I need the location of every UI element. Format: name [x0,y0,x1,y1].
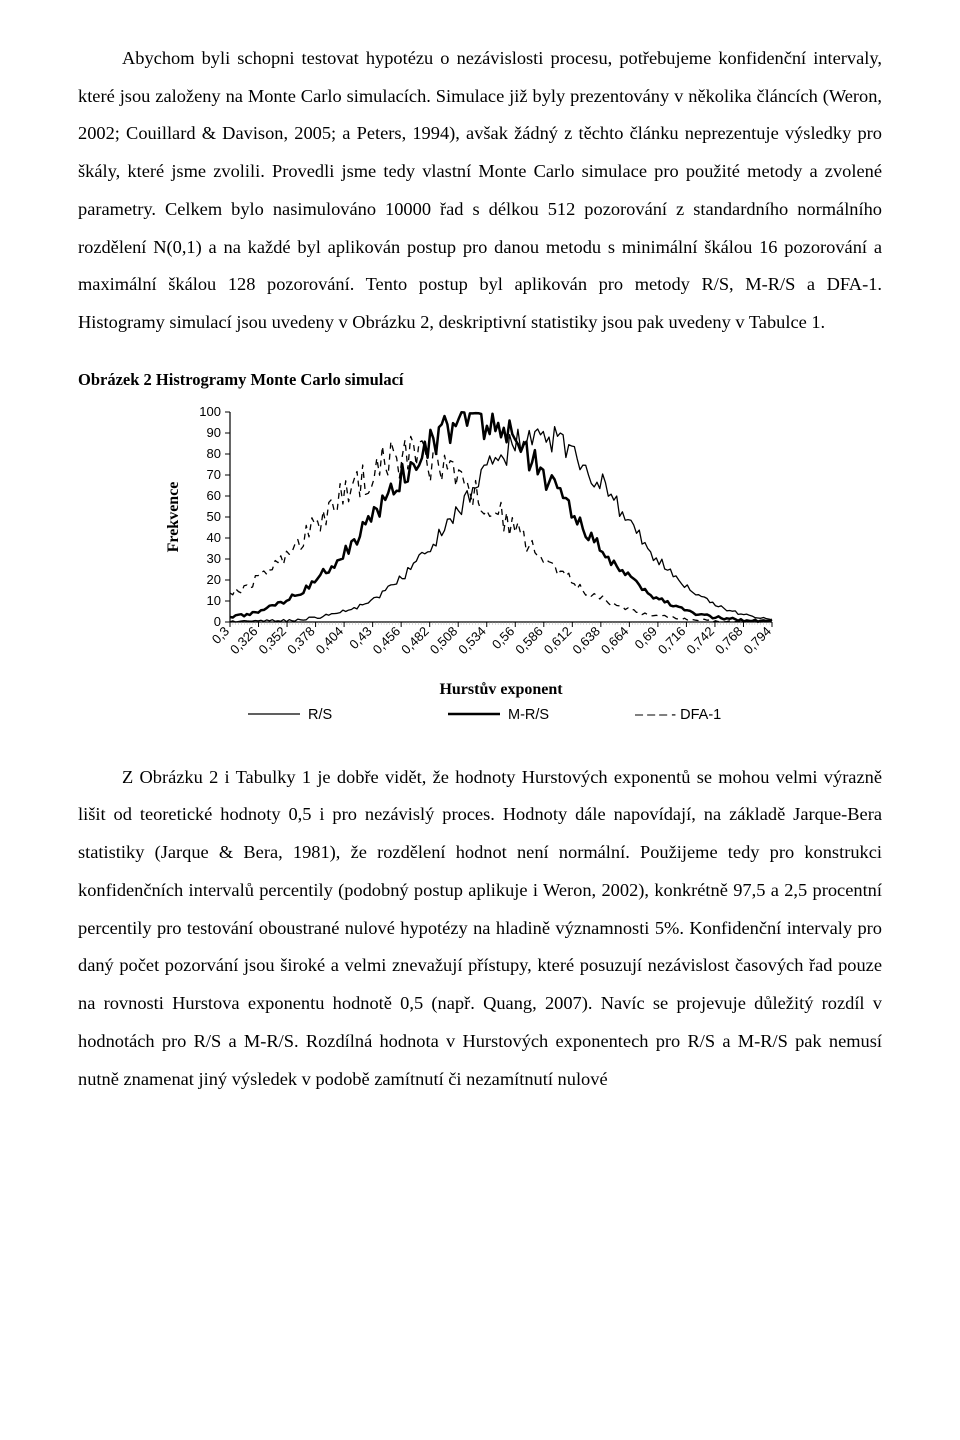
svg-text:0,3: 0,3 [209,623,232,646]
svg-text:40: 40 [207,530,221,545]
svg-text:70: 70 [207,467,221,482]
svg-text:Hurstův exponent: Hurstův exponent [439,681,563,698]
svg-text:0,534: 0,534 [455,623,489,657]
svg-text:0,378: 0,378 [284,623,318,657]
svg-text:Frekvence: Frekvence [165,481,182,552]
svg-text:0,742: 0,742 [683,623,717,657]
svg-text:0,482: 0,482 [398,623,432,657]
histogram-chart: 01020304050607080901000,30,3260,3520,378… [160,404,800,749]
svg-text:0,768: 0,768 [712,623,746,657]
document-page: Abychom byli schopni testovat hypotézu o… [0,0,960,1156]
svg-text:100: 100 [199,404,221,419]
svg-text:0,794: 0,794 [741,623,775,657]
svg-text:0,456: 0,456 [370,623,404,657]
svg-text:30: 30 [207,551,221,566]
svg-text:0,508: 0,508 [427,623,461,657]
svg-text:0,664: 0,664 [598,623,632,657]
svg-text:90: 90 [207,425,221,440]
svg-text:0,638: 0,638 [569,623,603,657]
svg-text:60: 60 [207,488,221,503]
svg-text:50: 50 [207,509,221,524]
svg-text:– – – - DFA-1: – – – - DFA-1 [635,707,721,723]
svg-text:0,586: 0,586 [512,623,546,657]
svg-text:0,404: 0,404 [313,623,347,657]
svg-text:0,716: 0,716 [655,623,689,657]
chart-svg: 01020304050607080901000,30,3260,3520,378… [160,404,800,749]
paragraph-2: Z Obrázku 2 i Tabulky 1 je dobře vidět, … [78,759,882,1098]
svg-text:0,612: 0,612 [541,623,575,657]
svg-text:20: 20 [207,572,221,587]
svg-text:M-R/S: M-R/S [508,707,549,723]
figure-caption: Obrázek 2 Histrogramy Monte Carlo simula… [78,370,882,390]
paragraph-1: Abychom byli schopni testovat hypotézu o… [78,40,882,342]
svg-text:R/S: R/S [308,707,332,723]
svg-text:0,326: 0,326 [227,623,261,657]
svg-text:0,352: 0,352 [256,623,290,657]
svg-text:80: 80 [207,446,221,461]
svg-text:10: 10 [207,593,221,608]
